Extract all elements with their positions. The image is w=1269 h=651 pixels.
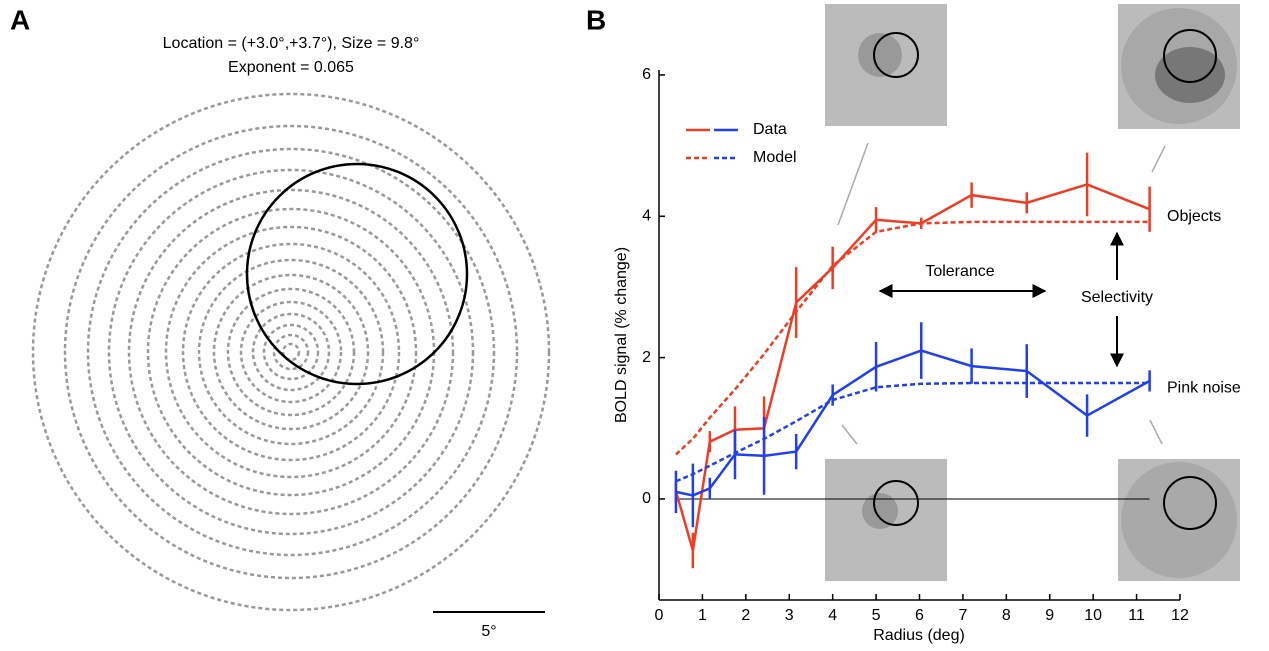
annotation: Tolerance: [925, 263, 994, 280]
x-tick-label: 4: [828, 607, 837, 624]
ring: [281, 342, 301, 362]
y-tick-label: 4: [642, 207, 651, 224]
panel-b: B BOLD signal (% change) Radius (deg) To…: [586, 4, 1241, 644]
legend-label: Data: [753, 121, 787, 138]
title: Location = (+3.0°,+3.7°), Size = 9.8°: [163, 35, 420, 52]
x-tick-label: 3: [785, 607, 794, 624]
ring: [212, 273, 370, 431]
ring: [164, 225, 418, 479]
stimulus-thumbnails: [825, 4, 1240, 581]
panel-label: A: [10, 4, 30, 35]
ring: [107, 168, 475, 536]
ring: [127, 188, 455, 516]
ring: [181, 242, 401, 462]
thumbnail-connectors: [837, 142, 1166, 445]
ring: [251, 312, 331, 392]
x-tick-label: 7: [958, 607, 967, 624]
y-tick-label: 6: [642, 66, 651, 83]
x-tick-label: 10: [1084, 607, 1102, 624]
x-tick-label: 6: [915, 607, 924, 624]
prf-circle: [245, 162, 469, 386]
panel-a: A Location = (+3.0°,+3.7°), Size = 9.8° …: [10, 4, 551, 640]
x-tick-label: 0: [655, 607, 664, 624]
model-line: [675, 220, 1150, 456]
legend-label: Model: [753, 149, 797, 166]
x-tick-label: 8: [1002, 607, 1011, 624]
ring: [63, 124, 519, 580]
subtitle: Exponent = 0.065: [228, 59, 354, 76]
x-tick-label: 9: [1045, 607, 1054, 624]
ring: [146, 207, 436, 497]
y-axis-label: BOLD signal (% change): [613, 247, 630, 423]
ring: [31, 92, 551, 612]
x-axis-label: Radius (deg): [873, 627, 965, 644]
ring: [262, 323, 320, 381]
ring: [197, 258, 385, 446]
scale-bar-label: 5°: [481, 623, 496, 640]
eccentricity-rings: [31, 92, 551, 612]
ring: [239, 300, 343, 404]
series-label: Pink noise: [1167, 379, 1241, 396]
y-tick-label: 0: [642, 490, 651, 507]
x-tick-label: 5: [872, 607, 881, 624]
x-tick-label: 11: [1128, 607, 1145, 624]
panel-label: B: [586, 4, 606, 35]
ring: [86, 147, 496, 557]
series-label: Objects: [1167, 208, 1221, 225]
ring: [226, 287, 356, 417]
x-tick-label: 12: [1171, 607, 1189, 624]
x-tick-label: 1: [698, 607, 707, 624]
y-tick-label: 2: [642, 349, 651, 366]
ring: [272, 333, 310, 371]
annotation: Selectivity: [1081, 289, 1153, 306]
x-tick-label: 2: [741, 607, 750, 624]
